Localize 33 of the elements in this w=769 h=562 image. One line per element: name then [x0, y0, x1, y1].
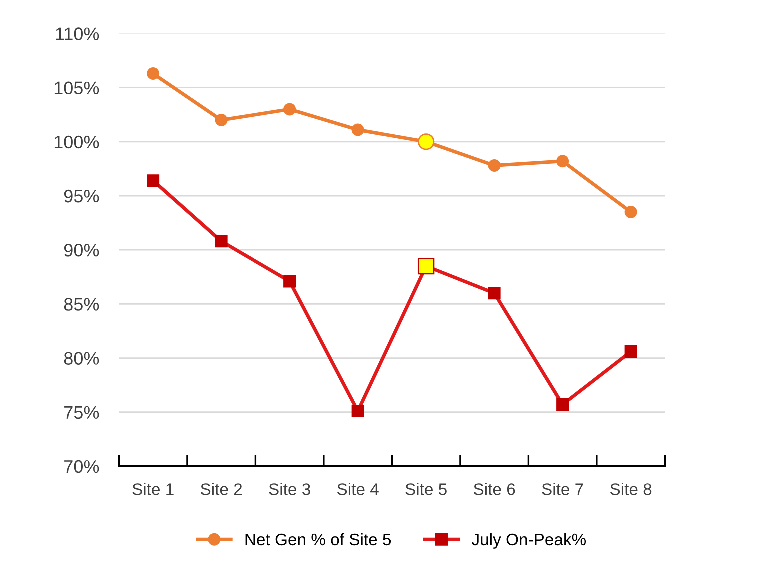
point	[284, 103, 296, 116]
point	[215, 235, 228, 248]
x-tick-label: Site 2	[201, 483, 242, 496]
point	[147, 174, 160, 188]
point	[556, 398, 570, 412]
point	[556, 155, 570, 168]
point	[215, 114, 228, 127]
y-tick-label: 95%	[64, 190, 100, 203]
x-tick-label: Site 6	[474, 483, 516, 496]
point	[488, 287, 501, 300]
y-tick-label: 105%	[54, 82, 100, 95]
point	[284, 275, 296, 288]
legend-label: July On-Peak%	[472, 533, 586, 549]
point	[352, 124, 364, 136]
y-tick-label: 70%	[64, 460, 100, 474]
y-tick-label: 85%	[64, 298, 100, 311]
point	[352, 405, 364, 418]
y-tick-label: 90%	[64, 244, 100, 257]
point	[488, 159, 501, 172]
x-tick-label: Site 4	[338, 483, 379, 496]
x-tick-label: Site 3	[269, 483, 310, 496]
x-tick-label: Site 8	[610, 483, 652, 496]
x-tick-label: Site 1	[132, 483, 174, 496]
legend-label: Net Gen % of Site 5	[246, 533, 392, 546]
y-tick-label: 80%	[64, 352, 100, 365]
y-tick-label: 75%	[64, 406, 100, 420]
y-tick-label: 110%	[56, 28, 100, 40]
y-tick-label: 100%	[54, 136, 100, 149]
point	[624, 206, 638, 218]
point	[147, 68, 160, 80]
x-tick-label: Site 7	[542, 483, 584, 496]
x-tick-label: Site 5	[406, 483, 447, 496]
point	[624, 346, 638, 358]
